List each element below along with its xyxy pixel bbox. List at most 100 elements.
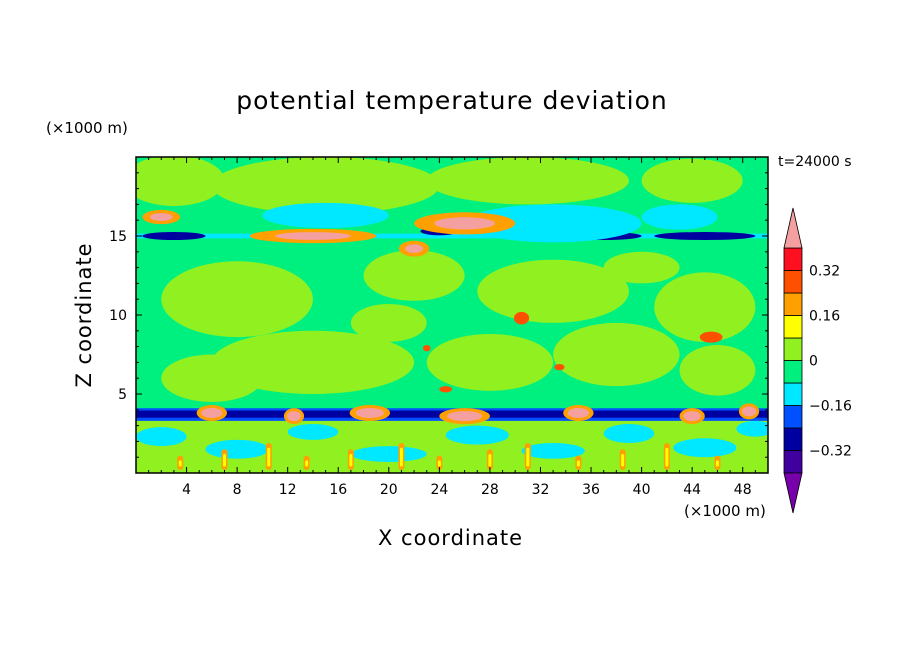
field-plume-core — [305, 460, 309, 467]
mid-warm-blob — [554, 363, 565, 371]
colorbar-segment — [783, 270, 803, 294]
x-tick-label: 20 — [380, 482, 398, 498]
field-patch-green — [654, 272, 756, 342]
field-plume-core — [349, 454, 353, 467]
field-patch-cyan — [521, 442, 585, 459]
x-tick-label: 4 — [182, 482, 191, 498]
field-plume-core — [715, 460, 719, 467]
field-patch-cyan — [736, 420, 768, 437]
field-patch-green — [477, 259, 629, 323]
mid-warm-blob — [699, 331, 723, 343]
colorbar-segment — [783, 360, 803, 384]
upper-cyan-blob — [262, 202, 389, 229]
field-patch-cyan — [673, 438, 737, 458]
colorbar-segment — [783, 292, 803, 316]
colorbar-segment — [783, 450, 803, 474]
field-plume-core — [526, 447, 530, 467]
colorbar-segment — [783, 247, 803, 271]
field-patch-green — [426, 333, 554, 391]
x-axis-label: X coordinate — [378, 526, 524, 550]
field-patch-green — [161, 261, 313, 338]
field-plume-core — [267, 447, 271, 467]
field-plume-core — [576, 460, 580, 467]
inversion-hot-blob — [286, 411, 302, 422]
mid-warm-blob — [439, 386, 452, 393]
upper-cyan-blob — [641, 204, 718, 230]
inversion-hot-blob — [683, 411, 702, 422]
field-patch-cyan — [136, 427, 187, 447]
mid-warm-blob — [422, 345, 431, 352]
field-patch-green — [641, 158, 743, 203]
inversion-hot-blob — [355, 407, 384, 418]
inversion-hot-blob — [567, 407, 590, 418]
field-patch-cyan — [205, 439, 269, 459]
field-plume-core — [665, 447, 669, 467]
field-patch-green — [603, 251, 680, 284]
colorbar-tick-label: −0.16 — [809, 399, 852, 415]
colorbar-segment — [783, 405, 803, 429]
colorbar-tick-label: 0 — [809, 354, 818, 370]
x-tick-label: 16 — [329, 482, 347, 498]
y-tick-label: 15 — [109, 229, 127, 245]
field-plume-core — [222, 454, 226, 467]
y-tick-label: 5 — [118, 387, 127, 403]
upper-cyan-blob — [464, 204, 642, 243]
colorbar-segment — [783, 427, 803, 451]
field-plume-core — [488, 454, 492, 467]
contour-field — [136, 157, 768, 473]
colorbar-tick-label: −0.32 — [809, 444, 852, 460]
time-label: t=24000 s — [778, 154, 852, 170]
inversion-hot-blob — [741, 406, 757, 417]
field-patch-cyan — [350, 446, 427, 462]
field-plume-core — [178, 460, 182, 467]
x-tick-label: 48 — [734, 482, 752, 498]
field-plume-core — [437, 460, 441, 467]
y-axis-unit: (×1000 m) — [46, 119, 128, 137]
x-tick-label: 8 — [233, 482, 242, 498]
upper-hot-core — [149, 213, 173, 221]
colorbar-segment — [783, 315, 803, 339]
field-patch-green — [363, 250, 465, 301]
colorbar-tick-label: 0.32 — [809, 264, 840, 280]
field-patch-cyan — [445, 425, 509, 445]
y-axis: 5 10 15 — [109, 172, 768, 458]
colorbar-bottom-triangle — [783, 472, 803, 514]
colorbar-segment — [783, 382, 803, 406]
x-tick-label: 36 — [582, 482, 600, 498]
field-plume-core — [621, 454, 625, 467]
colorbar-tick-label: 0.16 — [809, 309, 840, 325]
upper-cold-blob — [142, 232, 206, 240]
upper-hot-core — [434, 217, 495, 230]
colorbar: 0.32 0.16 0 −0.16 −0.32 — [783, 207, 852, 514]
y-tick-label: 10 — [109, 308, 127, 324]
inversion-hot-blob — [446, 411, 483, 422]
x-tick-label: 24 — [430, 482, 448, 498]
field-patch-green — [136, 157, 225, 206]
mid-warm-blob — [513, 311, 530, 325]
x-tick-label: 44 — [683, 482, 701, 498]
field-patch-green — [211, 157, 440, 214]
colorbar-segment — [783, 337, 803, 361]
field-patch-green — [679, 345, 756, 396]
upper-hot-core — [275, 232, 351, 240]
chart-title: potential temperature deviation — [236, 86, 668, 115]
inversion-hot-blob — [201, 407, 223, 418]
x-tick-label: 12 — [279, 482, 297, 498]
upper-hot-core — [404, 244, 424, 253]
x-axis-unit: (×1000 m) — [684, 502, 766, 520]
field-patch-cyan — [287, 424, 339, 440]
x-tick-label: 32 — [532, 482, 550, 498]
colorbar-top-triangle — [783, 207, 803, 249]
x-tick-label: 28 — [481, 482, 499, 498]
field-patch-cyan — [603, 424, 655, 443]
field-plume-core — [399, 447, 403, 467]
upper-band-cyan — [136, 233, 768, 239]
x-tick-label: 40 — [633, 482, 651, 498]
upper-cold-blob — [654, 232, 756, 240]
field-patch-green — [161, 354, 263, 402]
field-patch-green — [426, 157, 629, 205]
field-patch-green — [350, 303, 427, 342]
x-axis: 4 8 12 16 20 24 28 32 36 40 44 48 — [148, 157, 756, 498]
field-patch-green — [553, 322, 680, 387]
